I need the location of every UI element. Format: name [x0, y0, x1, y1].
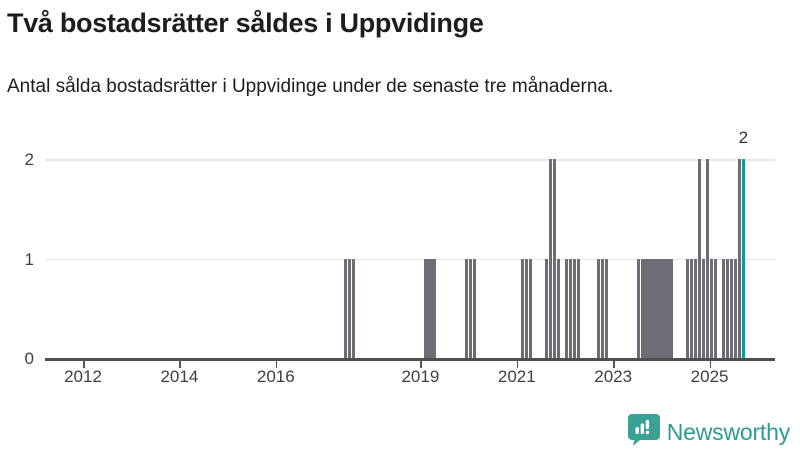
chart-subtitle: Antal sålda bostadsrätter i Uppvidinge u… — [7, 76, 614, 97]
bar — [428, 258, 432, 358]
x-tick-mark — [420, 360, 422, 368]
x-axis-label: 2025 — [690, 367, 729, 386]
x-axis-label: 2012 — [64, 367, 102, 386]
bar — [528, 258, 533, 358]
bar — [705, 159, 709, 358]
x-axis-label: 2014 — [160, 367, 199, 386]
x-axis-label: 2023 — [594, 367, 633, 386]
bar — [713, 258, 717, 358]
bar — [697, 159, 701, 358]
bar — [552, 159, 557, 358]
x-axis-line — [45, 358, 775, 361]
bar — [689, 258, 693, 358]
bar — [569, 258, 573, 358]
x-tick-mark — [709, 360, 712, 368]
bar — [432, 258, 436, 358]
x-tick-mark — [275, 360, 278, 368]
current-month-bar — [741, 159, 745, 358]
bar — [729, 258, 733, 358]
bar — [685, 258, 689, 358]
y-axis-label: 0 — [24, 349, 34, 368]
x-tick-mark — [613, 360, 615, 368]
bar — [657, 258, 661, 358]
bar — [424, 258, 428, 358]
bar — [464, 258, 468, 358]
x-tick-mark — [83, 360, 85, 368]
bar — [665, 258, 669, 358]
bar — [721, 258, 725, 358]
gridline — [45, 258, 775, 260]
x-tick-mark — [179, 360, 181, 368]
page-title: Två bostadsrätter såldes i Uppvidinge — [7, 8, 484, 38]
bar — [352, 258, 356, 358]
bar — [653, 258, 657, 358]
y-axis-label: 2 — [24, 150, 34, 169]
bar — [597, 258, 601, 358]
bar — [520, 258, 524, 358]
gridline — [45, 159, 775, 161]
bar — [693, 258, 697, 358]
y-axis-label: 1 — [24, 249, 34, 269]
bar — [524, 258, 529, 358]
bar — [565, 258, 569, 358]
x-axis-label: 2021 — [497, 367, 536, 386]
bar — [637, 258, 641, 358]
bar — [348, 258, 352, 358]
x-axis-label: 2016 — [256, 367, 295, 386]
bar — [556, 258, 561, 358]
bar — [725, 258, 729, 358]
bar — [472, 258, 476, 358]
bar — [344, 258, 348, 358]
bar — [649, 258, 653, 358]
bar — [577, 258, 581, 358]
bar — [548, 159, 553, 358]
bar — [733, 258, 737, 358]
bar — [544, 258, 549, 358]
bar — [701, 258, 705, 358]
bar — [709, 258, 713, 358]
x-tick-mark — [516, 360, 519, 368]
bar — [737, 159, 741, 358]
bar — [641, 258, 645, 358]
bar — [601, 258, 605, 358]
bar-value-label: 2 — [738, 128, 749, 147]
newsworthy-logo-text: Newsworthy — [666, 419, 790, 445]
x-axis-label: 2019 — [401, 367, 440, 386]
bar — [645, 258, 649, 358]
bar — [573, 258, 577, 358]
newsworthy-logo: Newsworthy — [627, 413, 790, 450]
bar — [669, 258, 673, 358]
bar — [661, 258, 665, 358]
bar — [605, 258, 609, 358]
newsworthy-bubble-chart-icon — [627, 413, 660, 450]
bar — [468, 258, 472, 358]
